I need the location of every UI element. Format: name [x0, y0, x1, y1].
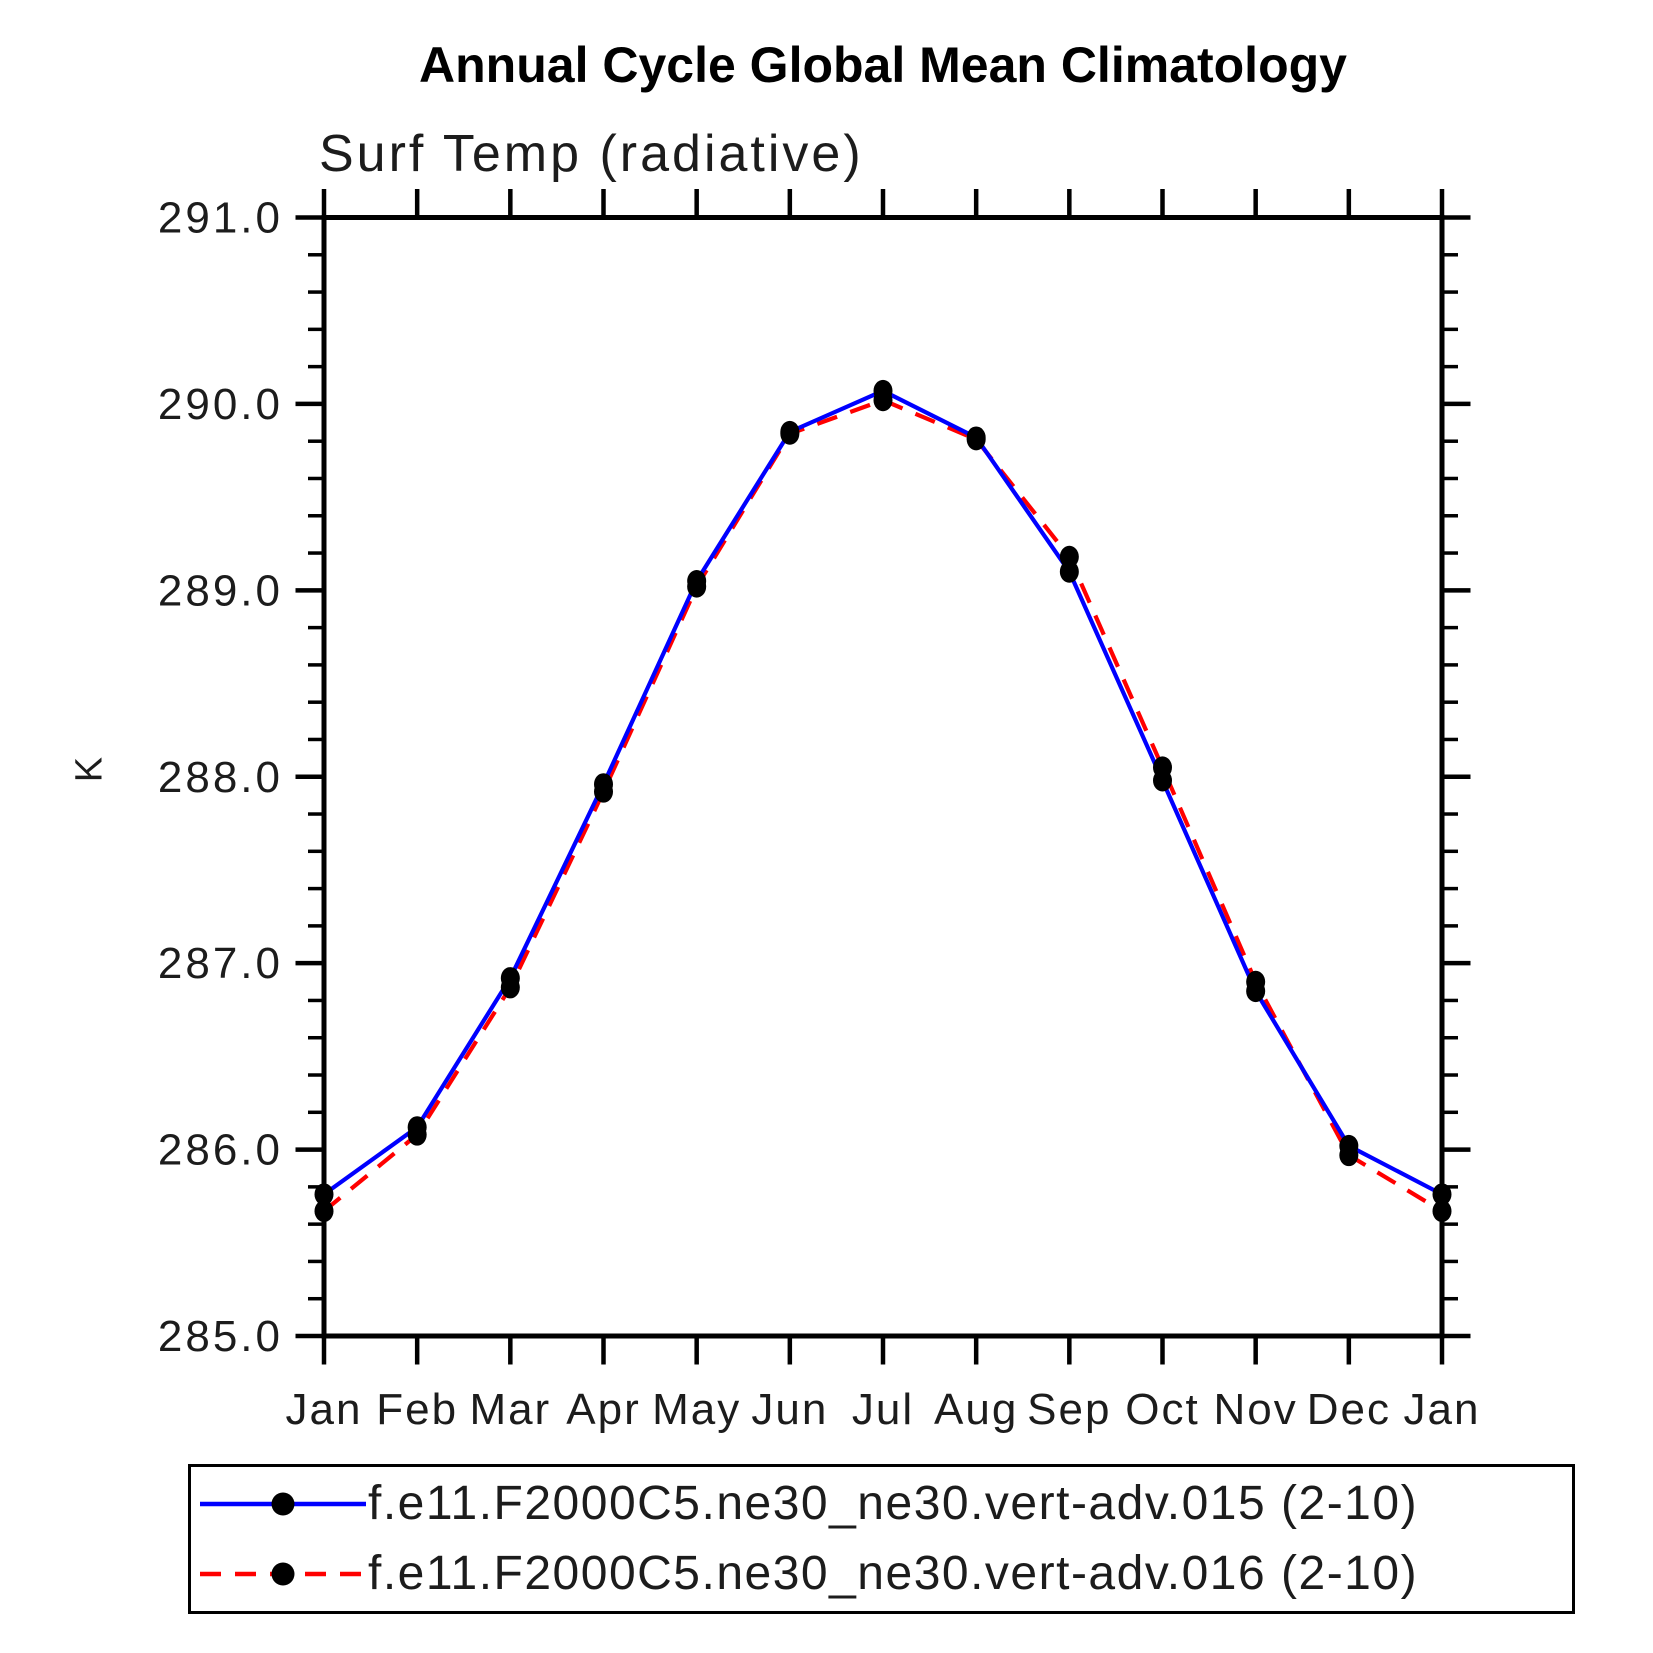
x-tick-label: Oct [1125, 1385, 1199, 1434]
legend-entry: f.e11.F2000C5.ne30_ne30.vert-adv.015 (2-… [191, 1471, 1572, 1537]
y-tick-label: 289.0 [158, 566, 283, 615]
x-tick-label: Jul [852, 1385, 914, 1434]
y-tick-label: 288.0 [158, 753, 283, 802]
x-tick-labels: Jan Feb Mar Apr May Jun Jul Aug Sep Oct Nov Dec Jan [286, 1385, 1481, 1434]
legend-line-marker-icon [200, 1492, 366, 1516]
x-tick-label: Apr [566, 1385, 640, 1434]
series-line-0 [322, 388, 1443, 1197]
x-tick-label: Aug [934, 1385, 1018, 1434]
x-tick-label: Mar [469, 1385, 551, 1434]
series-markers-0 [314, 379, 1452, 1206]
x-tick-label: Nov [1214, 1385, 1298, 1434]
x-tick-label: May [652, 1385, 741, 1434]
series-line-1 [322, 397, 1444, 1213]
y-tick-label: 285.0 [158, 1312, 283, 1361]
y-tick-label: 286.0 [158, 1126, 283, 1175]
legend-entry-label: f.e11.F2000C5.ne30_ne30.vert-adv.016 (2-… [368, 1547, 1419, 1600]
axes [295, 189, 1471, 1365]
legend-entry-label: f.e11.F2000C5.ne30_ne30.vert-adv.015 (2-… [368, 1477, 1419, 1530]
x-tick-label: Dec [1307, 1385, 1391, 1434]
x-tick-label: Jan [286, 1385, 363, 1434]
y-tick-labels: 285.0 286.0 287.0 288.0 289.0 290.0 291.0 [158, 194, 283, 1362]
chart-title: Annual Cycle Global Mean Climatology [419, 37, 1347, 93]
x-tick-label: Sep [1027, 1385, 1111, 1434]
y-tick-label: 291.0 [158, 194, 283, 243]
y-tick-label: 290.0 [158, 380, 283, 429]
legend-line-marker-icon [200, 1562, 366, 1586]
legend-entry: f.e11.F2000C5.ne30_ne30.vert-adv.016 (2-… [191, 1541, 1572, 1607]
legend: f.e11.F2000C5.ne30_ne30.vert-adv.015 (2-… [188, 1464, 1575, 1614]
x-tick-label: Jun [751, 1385, 828, 1434]
y-tick-label: 287.0 [158, 939, 283, 988]
x-tick-label: Jan [1404, 1385, 1481, 1434]
series-markers-1 [314, 389, 1452, 1223]
x-tick-label: Feb [376, 1385, 458, 1434]
chart-subtitle: Surf Temp (radiative) [319, 125, 864, 183]
